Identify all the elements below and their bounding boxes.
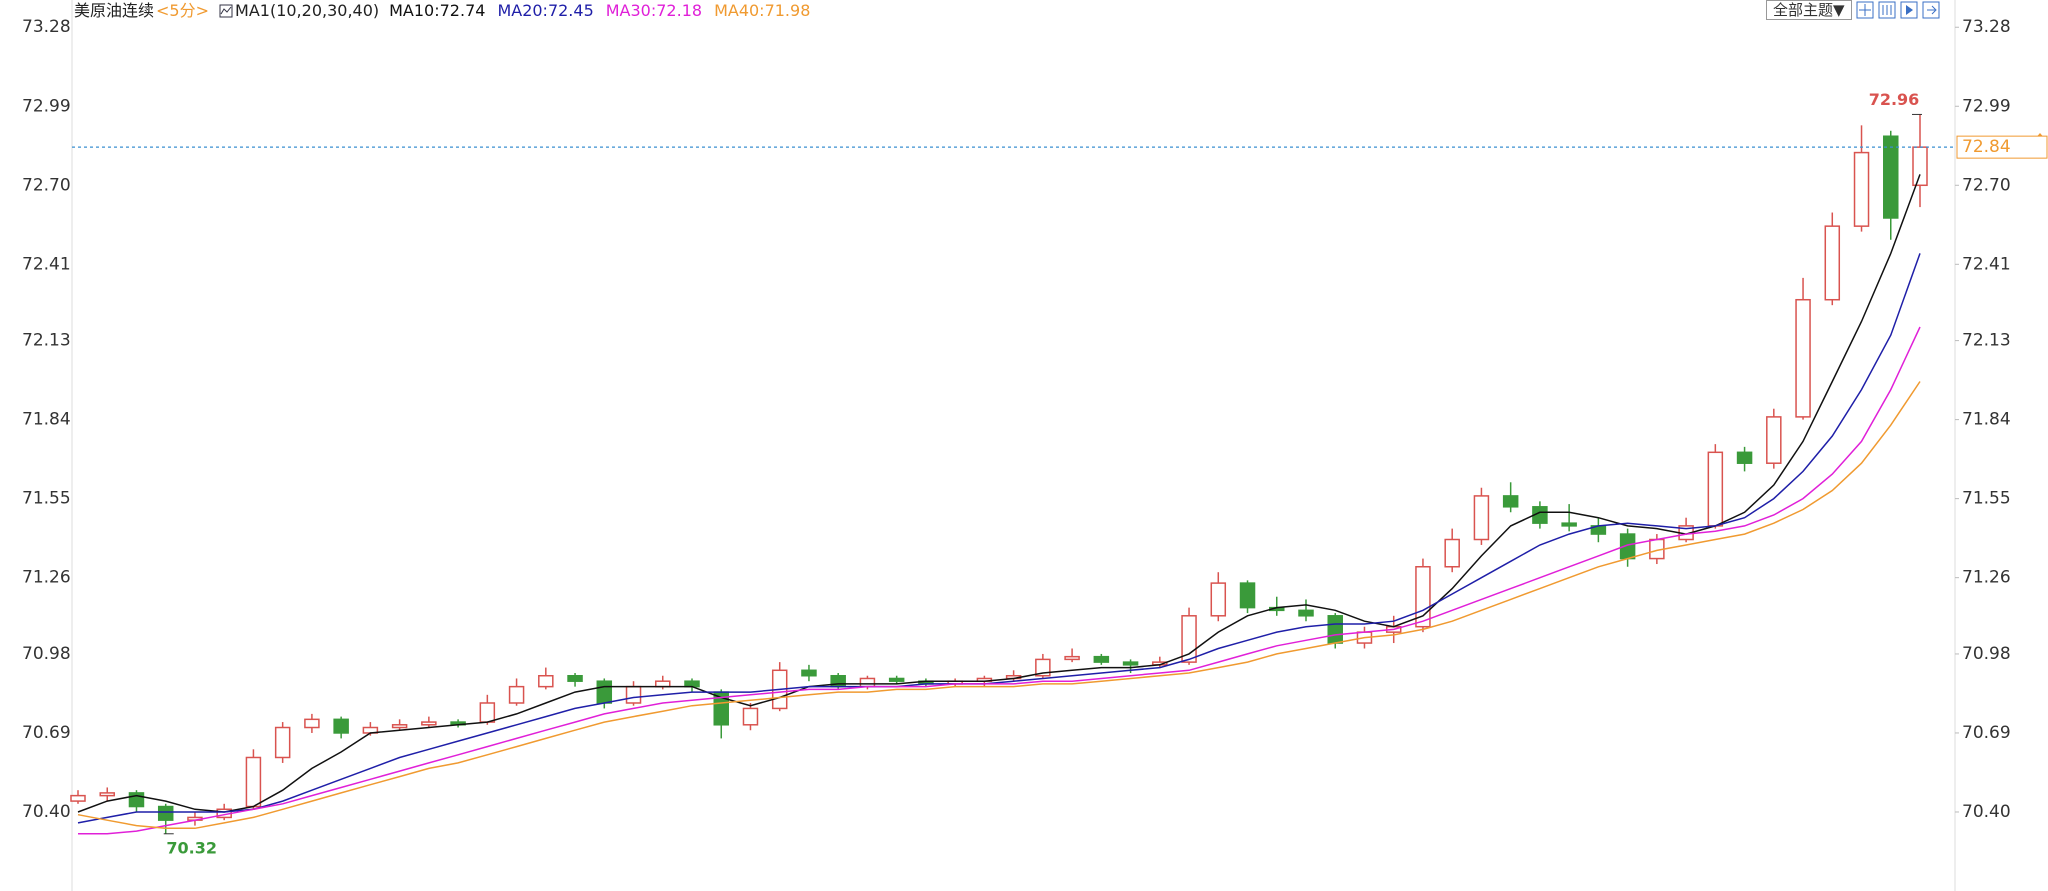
candle-body [1883,135,1899,219]
min-label: 70.32 [166,838,217,857]
candle-body [479,702,496,723]
candle-body [333,718,349,734]
max-label: 72.96 [1869,90,1920,109]
candle-body [1853,151,1870,227]
y-tick-label: 72.70 [22,175,71,195]
candle-body [655,680,671,688]
ma-line [77,174,1921,813]
legend-entry: MA30:72.18 [605,1,703,20]
last-price-label: 72.84 [1962,137,2011,157]
candle-body [1736,451,1753,464]
candle-body [421,721,437,726]
candle-body [625,685,642,704]
candle-body [596,680,613,704]
y-tick-label: 70.98 [1962,644,2011,664]
ma-line [77,253,1921,824]
candle-body [888,677,905,682]
y-tick-label: 72.13 [22,331,71,351]
candle-body [391,724,408,729]
legend-entry: MA20:72.45 [497,1,594,20]
candle-body [99,792,115,797]
y-tick-label: 70.98 [22,644,71,664]
y-tick-label: 73.28 [22,17,71,37]
period[interactable]: <5分> [156,1,210,20]
y-tick-label: 70.69 [22,723,71,743]
y-tick-label: 72.99 [1962,96,2011,116]
candle-body [801,669,817,677]
y-tick-label: 73.28 [1962,17,2011,37]
candle-body [1707,451,1724,527]
candle-body [304,718,320,729]
y-tick-label: 71.84 [1962,410,2011,430]
candle-body [1239,582,1256,609]
candle-body [245,756,262,808]
candle-body [1327,615,1343,644]
last-price-box [1956,135,2048,159]
candle-body [1561,522,1577,527]
y-tick-label: 70.69 [1962,723,2011,743]
y-tick-label: 72.99 [22,96,71,116]
candle-body [859,677,876,688]
candle-body [1035,658,1051,677]
y-tick-label: 71.55 [1962,489,2011,509]
indicator-icon[interactable] [219,4,233,18]
candle-body [274,726,291,759]
y-tick-label: 71.55 [22,489,71,509]
candle-body [1444,538,1460,568]
legend-entry: MA40:71.98 [714,1,811,20]
y-tick-label: 71.26 [1962,568,2011,588]
candle-body [1122,661,1139,666]
candle-body [1912,146,1928,187]
tool-icon[interactable] [1856,1,1874,19]
y-tick-label: 72.70 [1962,175,2011,195]
candle-body [1210,582,1227,617]
y-tick-label: 72.41 [22,254,71,274]
symbol: 美原油连续 [74,1,155,20]
y-tick-label: 71.84 [22,410,71,430]
candle-body [742,707,759,726]
legend-entry: MA10:72.74 [389,1,486,20]
indicator: MA1(10,20,30,40) [235,1,380,20]
y-tick-label: 70.40 [22,802,71,822]
candle-body [1766,416,1782,464]
ma-line [77,381,1921,830]
y-tick-label: 71.26 [22,568,71,588]
tool-icon[interactable] [1922,1,1940,19]
y-tick-label: 72.41 [1962,254,2011,274]
candle-body [1795,298,1811,418]
tool-icon[interactable] [1878,1,1896,19]
candle-body [1824,225,1841,301]
header: 美原油连续 <5分> MA1(10,20,30,40) MA10:72.74 MA… [74,0,810,22]
candle-body [684,680,700,688]
candle-body [1298,609,1314,617]
toolbar: 全部主题▼ [1766,0,1940,20]
ma-line [78,326,1921,835]
candle-body [1473,495,1490,541]
candle-body [70,794,86,802]
y-tick-label: 72.13 [1962,331,2011,351]
tool-icon[interactable] [1900,1,1918,19]
theme-button[interactable]: 全部主题▼ [1766,0,1852,20]
candle-body [157,805,174,821]
candle-body [538,674,554,688]
candle-body [508,685,525,704]
candle-body [1502,495,1519,508]
legend: MA10:72.74 MA20:72.45 MA30:72.18 MA40:71.98 [389,1,810,21]
y-tick-label: 70.40 [1962,802,2011,822]
candle-body [1093,655,1110,663]
candle-body [567,674,583,682]
candle-body [1064,655,1080,661]
